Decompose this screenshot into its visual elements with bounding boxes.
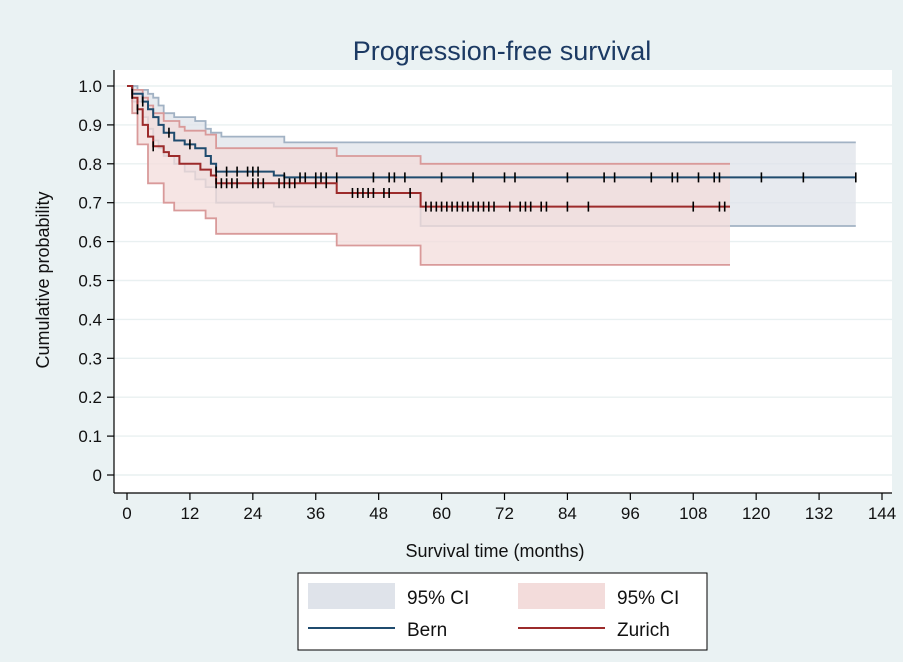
x-tick-label: 144 [868, 504, 896, 523]
x-axis-title: Survival time (months) [405, 541, 584, 561]
y-tick-label: 0.7 [78, 194, 102, 213]
legend-label-zurich-ci: 95% CI [617, 588, 679, 609]
ci-upper-bern [127, 85, 856, 144]
y-tick-label: 0.4 [78, 310, 102, 329]
plot-area [114, 70, 892, 493]
legend-label-bern-ci: 95% CI [407, 588, 469, 609]
x-tick-label: 72 [495, 504, 514, 523]
ci-lower-zurich [127, 85, 730, 266]
y-tick-label: 1.0 [78, 77, 102, 96]
x-tick-label: 84 [558, 504, 577, 523]
y-tick-label: 0.1 [78, 427, 102, 446]
survival-curves [127, 85, 856, 208]
y-tick-label: 0.2 [78, 388, 102, 407]
legend-swatch-zurich-ci [518, 583, 605, 609]
y-tick-label: 0.9 [78, 116, 102, 135]
y-tick-label: 0.8 [78, 155, 102, 174]
x-tick-label: 36 [306, 504, 325, 523]
ci-band-zurich [127, 86, 730, 265]
y-tick-label: 0.6 [78, 233, 102, 252]
legend-label-zurich: Zurich [617, 620, 670, 641]
legend-label-bern: Bern [407, 620, 447, 641]
y-axis-title: Cumulative probability [33, 191, 53, 368]
censor-marks [131, 88, 857, 212]
y-tick-label: 0 [93, 466, 102, 485]
chart-title: Progression-free survival [353, 36, 652, 66]
survival-line-bern [127, 85, 856, 179]
legend: 95% CI 95% CI Bern Zurich [297, 572, 708, 651]
x-tick-label: 132 [805, 504, 833, 523]
x-tick-label: 96 [621, 504, 640, 523]
legend-swatch-bern-ci [308, 583, 395, 609]
x-tick-label: 60 [432, 504, 451, 523]
survival-line-zurich [127, 85, 730, 208]
x-tick-label: 120 [742, 504, 770, 523]
x-tick-label: 0 [122, 504, 131, 523]
x-tick-label: 48 [369, 504, 388, 523]
x-tick-label: 108 [679, 504, 707, 523]
x-tick-label: 24 [243, 504, 262, 523]
axes: 0 0.1 0.2 0.3 0.4 0.5 0.6 0.7 0.8 0.9 1.0 0 12 24 36 48… [78, 70, 896, 523]
y-tick-label: 0.3 [78, 349, 102, 368]
x-tick-label: 12 [180, 504, 199, 523]
y-tick-label: 0.5 [78, 272, 102, 291]
